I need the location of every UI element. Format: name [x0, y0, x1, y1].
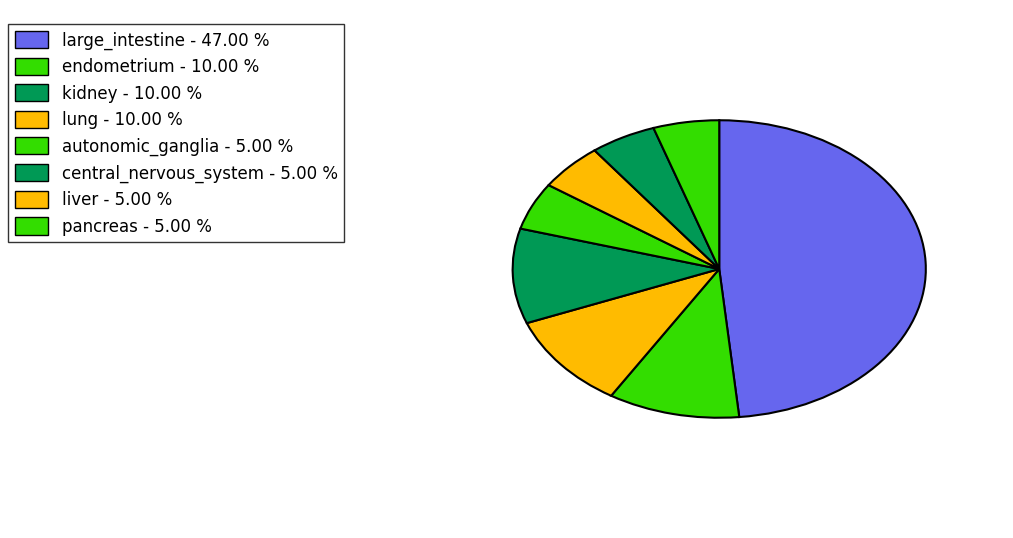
Wedge shape — [521, 185, 719, 269]
Wedge shape — [549, 151, 719, 269]
Wedge shape — [527, 269, 719, 396]
Wedge shape — [719, 121, 926, 417]
Wedge shape — [653, 121, 719, 269]
Legend: large_intestine - 47.00 %, endometrium - 10.00 %, kidney - 10.00 %, lung - 10.00: large_intestine - 47.00 %, endometrium -… — [8, 24, 344, 242]
Wedge shape — [595, 128, 719, 269]
Wedge shape — [513, 229, 719, 323]
Wedge shape — [611, 269, 739, 417]
